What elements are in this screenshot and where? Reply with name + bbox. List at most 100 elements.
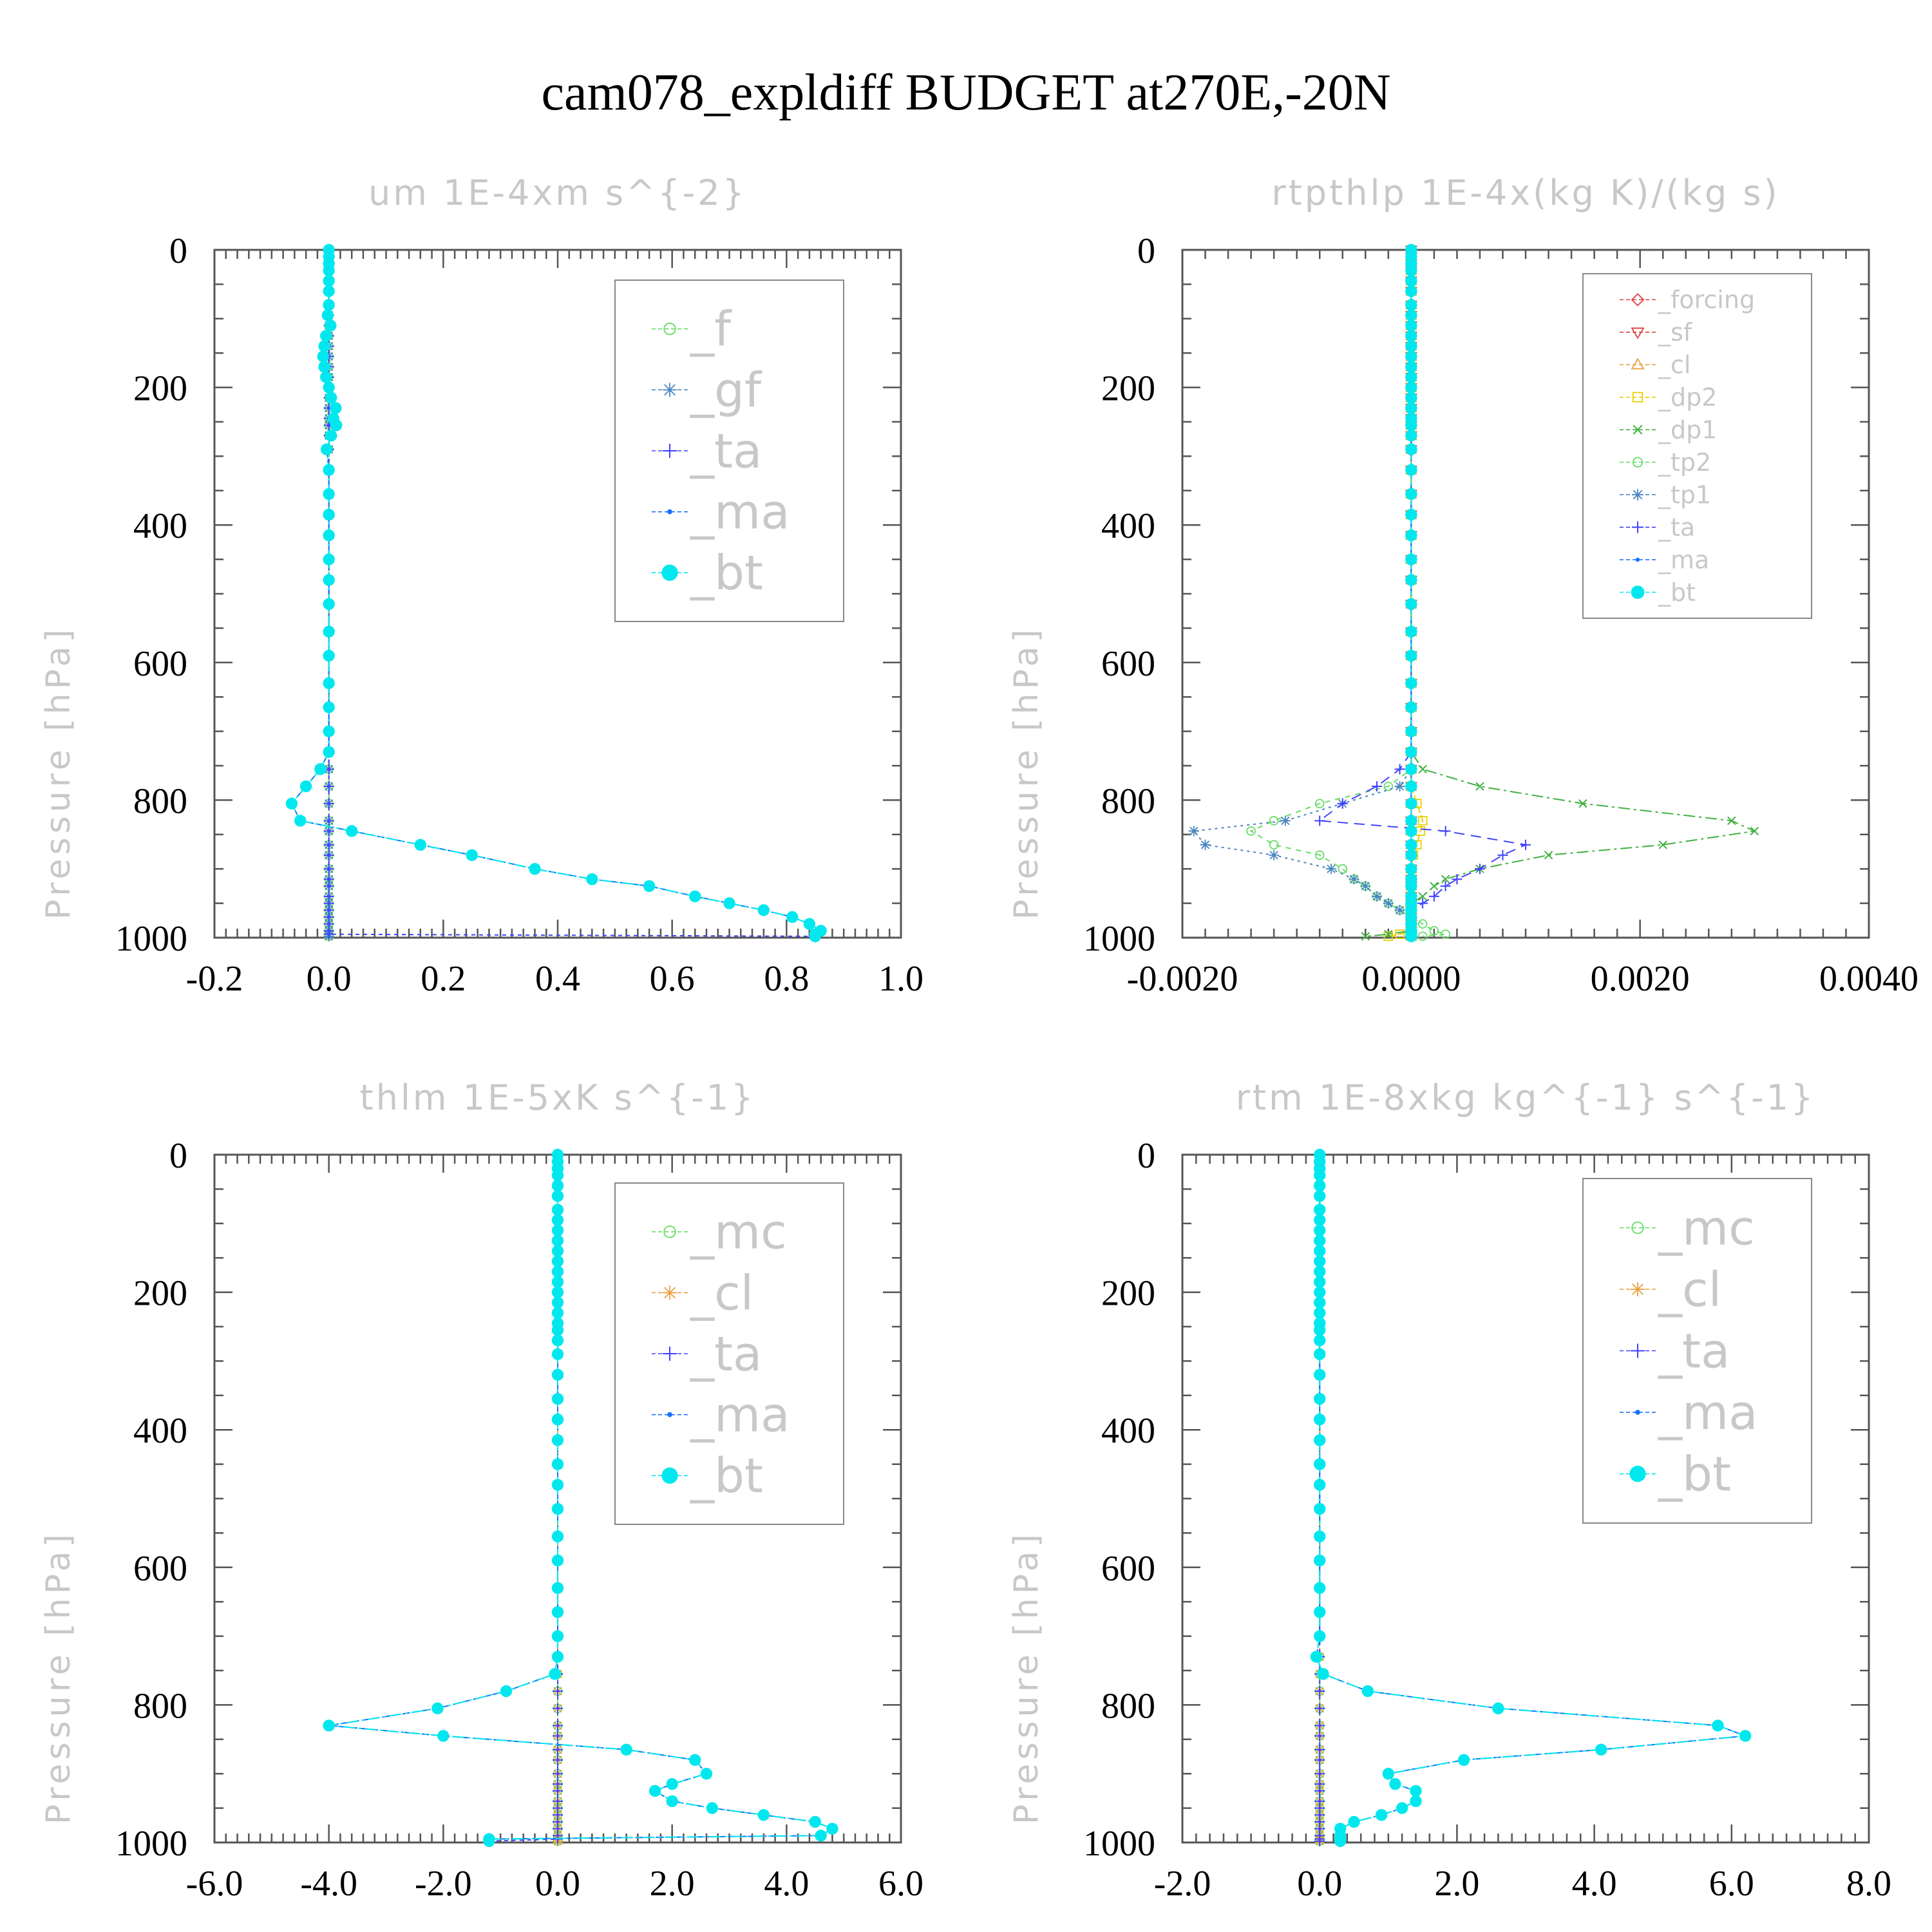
x-tick-label: 1.0 <box>878 959 923 999</box>
data-point <box>551 1324 564 1336</box>
series-line <box>328 1155 834 1841</box>
data-point <box>551 1214 564 1226</box>
data-point <box>553 1785 563 1796</box>
data-point <box>1417 931 1428 942</box>
data-point <box>586 873 598 886</box>
data-point <box>323 701 335 714</box>
legend-label: _ta <box>1658 513 1695 542</box>
series-group <box>285 243 827 943</box>
y-tick-label: 600 <box>1101 1549 1155 1589</box>
legend-marker <box>663 1285 677 1300</box>
data-point <box>330 419 343 431</box>
data-point <box>551 1413 564 1426</box>
legend-marker <box>1631 585 1645 599</box>
y-tick-label: 600 <box>1101 644 1155 684</box>
data-point <box>551 1276 564 1288</box>
data-point <box>1440 826 1451 837</box>
data-point <box>1314 1768 1325 1779</box>
data-point <box>321 309 334 321</box>
data-point <box>1405 340 1417 352</box>
data-point <box>1269 849 1280 860</box>
data-point <box>1314 1214 1326 1226</box>
data-point <box>551 1296 564 1309</box>
legend-label: _cl <box>1658 351 1690 379</box>
data-point <box>294 815 307 827</box>
legend-box <box>1582 273 1812 619</box>
legend-marker <box>1631 357 1645 370</box>
data-point <box>551 1392 564 1405</box>
data-point <box>323 299 335 311</box>
series-group <box>1310 1148 1752 1848</box>
data-point <box>551 1255 564 1267</box>
data-point <box>1405 319 1417 332</box>
data-point <box>1338 864 1348 874</box>
data-point <box>1361 932 1370 941</box>
data-point <box>1417 898 1428 909</box>
data-point <box>1310 1651 1323 1663</box>
data-point <box>1375 1809 1388 1821</box>
data-point <box>553 1754 563 1765</box>
data-point <box>323 529 335 542</box>
series-line <box>1315 1155 1746 1841</box>
data-point <box>1314 1686 1325 1697</box>
panel-2: rtpthlp 1E-4x(kg K)/(kg s) Pressure [hPa]… <box>1007 173 1918 999</box>
data-point <box>1372 891 1383 902</box>
legend: _f _gf _ta _ma_bt <box>614 279 844 622</box>
data-point <box>815 1830 827 1842</box>
data-point <box>1750 826 1759 836</box>
legend-label: _ta <box>690 424 762 479</box>
y-tick-label: 400 <box>133 1411 187 1451</box>
data-point <box>1405 274 1417 287</box>
x-tick-label: 0.0 <box>307 959 352 999</box>
data-point <box>1269 816 1279 826</box>
data-point <box>1712 1719 1724 1732</box>
data-point <box>706 1802 719 1814</box>
data-point <box>1405 488 1417 500</box>
data-point <box>723 897 735 909</box>
series-bt <box>1310 1148 1752 1848</box>
data-point <box>1405 402 1417 414</box>
legend-label: _mc <box>1658 1200 1755 1256</box>
series-line <box>1192 250 1412 936</box>
legend-marker <box>1633 424 1643 435</box>
x-tick-label: -6.0 <box>186 1864 243 1904</box>
y-tick-label: 1000 <box>1083 919 1155 959</box>
data-point <box>1405 725 1417 737</box>
legend-label: _mc <box>690 1205 787 1260</box>
data-point <box>320 330 332 342</box>
data-point <box>1314 1368 1326 1381</box>
data-point <box>1314 1458 1326 1470</box>
data-point <box>1246 826 1256 836</box>
legend-marker <box>1629 1465 1646 1482</box>
data-point <box>826 1823 838 1835</box>
data-point <box>323 929 334 940</box>
x-tick-label: 0.0 <box>535 1864 580 1904</box>
data-point <box>1405 553 1417 565</box>
data-point <box>1349 874 1359 885</box>
x-tick-label: 6.0 <box>878 1864 923 1904</box>
legend-label: _ta <box>690 1327 762 1382</box>
y-tick-label: 0 <box>169 1136 187 1176</box>
data-point <box>1418 892 1427 901</box>
legend-marker <box>1631 1221 1644 1235</box>
data-point <box>346 825 358 837</box>
data-point <box>1418 764 1427 774</box>
panels: um 1E-4xm s^{-2} Pressure [hPa] -0.2 0.0 0.2… <box>39 173 1918 1904</box>
data-point <box>1314 1255 1326 1267</box>
panel-4: rtm 1E-8xkg kg^{-1} s^{-1} Pressure [hPa]… <box>1007 1077 1891 1904</box>
data-point <box>1360 880 1371 891</box>
data-point <box>1314 1307 1326 1319</box>
data-point <box>323 464 335 476</box>
data-point <box>529 863 541 875</box>
data-point <box>551 1368 564 1381</box>
legend-marker <box>1631 293 1645 307</box>
data-point <box>1475 782 1484 791</box>
data-point <box>1396 1802 1408 1814</box>
legend-marker <box>663 323 676 336</box>
legend: _forcing _sf _cl _dp2 _dp1 _tp2 _tp1 _ta _ma _bt <box>1582 273 1812 619</box>
data-point <box>553 1686 563 1697</box>
data-point <box>1314 1730 1325 1741</box>
data-point <box>809 1815 821 1828</box>
